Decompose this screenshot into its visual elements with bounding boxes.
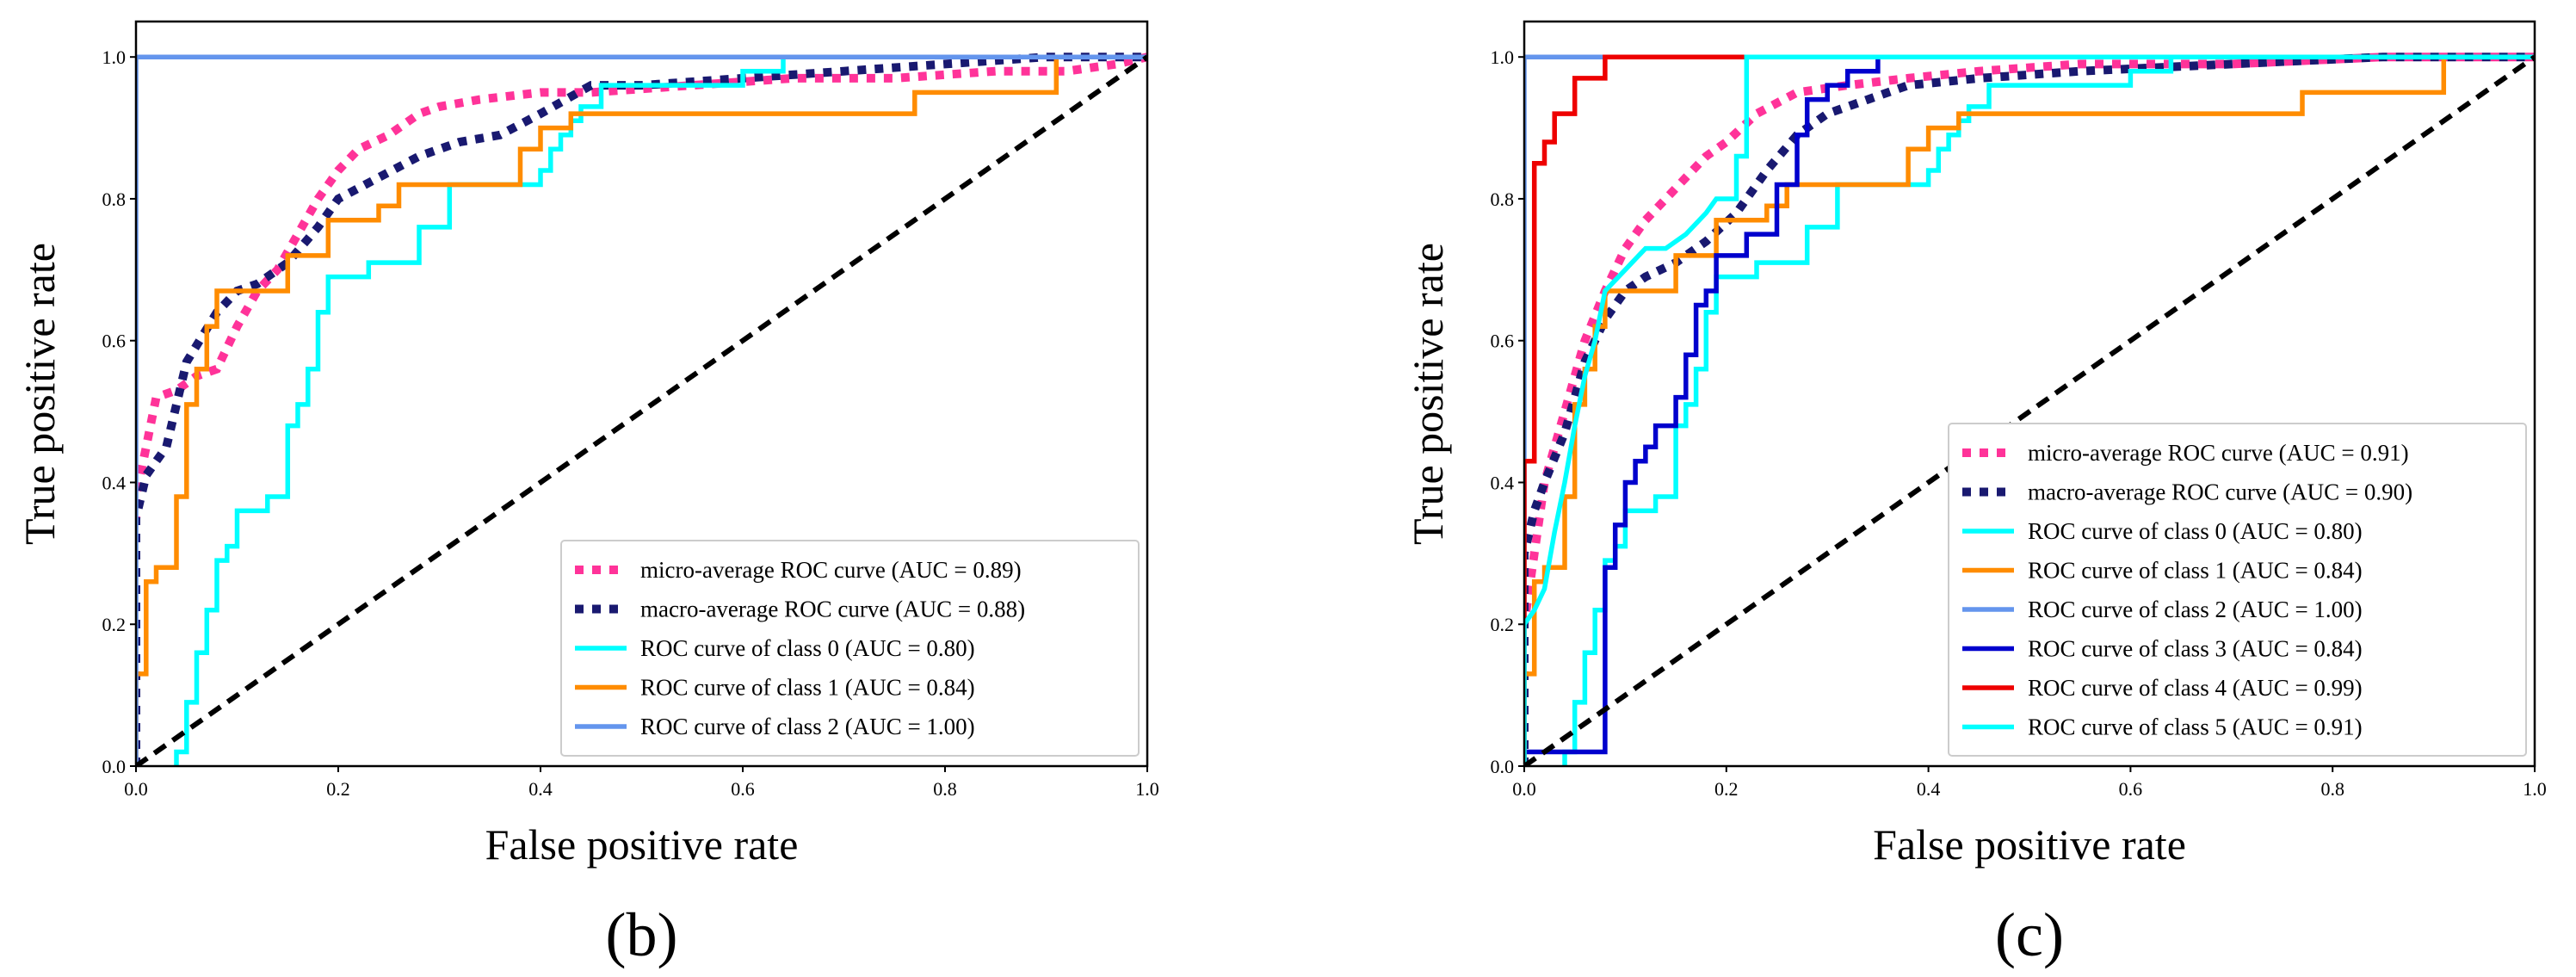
y-tick-label: 0.4 [1491, 472, 1515, 493]
roc-panel-c: 0.0 0.2 0.4 0.6 0.8 1.0 0.0 0.2 0.4 0.6 0.8 1.0 Fals… [1404, 20, 2547, 969]
x-tick-label: 0.4 [1917, 778, 1941, 800]
plot-area [136, 53, 1147, 766]
y-axis-label: True positive rate [15, 243, 64, 545]
axes-frame [1523, 20, 2536, 768]
y-tick-label: 0.6 [1491, 331, 1515, 352]
roc-panel-b: 0.0 0.2 0.4 0.6 0.8 1.0 0.0 0.2 0.4 0.6 0.8 1.0 Fals… [15, 20, 1159, 969]
y-tick-label: 0.4 [102, 472, 127, 493]
y-tick-label: 0.2 [102, 614, 127, 635]
legend-entry-label: ROC curve of class 1 (AUC = 0.84) [640, 675, 975, 701]
roc-series-line [1524, 53, 2535, 766]
roc-series-line [136, 54, 1147, 766]
axes-frame [134, 20, 1149, 768]
chance-diagonal-line [1524, 54, 2535, 766]
legend: micro-average ROC curve (AUC = 0.91) macr… [1948, 423, 2527, 757]
x-axis-label: False positive rate [1873, 820, 2186, 869]
legend: micro-average ROC curve (AUC = 0.89) macr… [560, 540, 1140, 757]
y-tick-label: 0.8 [1491, 189, 1515, 210]
legend-entry-label: micro-average ROC curve (AUC = 0.91) [2028, 440, 2409, 466]
chance-diagonal-line [136, 54, 1147, 766]
legend-entry-label: ROC curve of class 4 (AUC = 0.99) [2028, 675, 2363, 701]
legend-entry-label: ROC curve of class 2 (AUC = 1.00) [640, 714, 975, 739]
roc-series-line [136, 54, 1147, 766]
legend-entry-label: macro-average ROC curve (AUC = 0.88) [640, 597, 1025, 622]
y-tick-label: 0.0 [102, 756, 127, 777]
legend-entry-label: ROC curve of class 2 (AUC = 1.00) [2028, 597, 2363, 622]
x-tick-label: 0.4 [528, 778, 553, 800]
x-tick-label: 1.0 [1135, 778, 1159, 800]
y-axis-label: True positive rate [1404, 243, 1452, 545]
y-tick-label: 1.0 [1491, 46, 1515, 68]
x-tick-label: 1.0 [2523, 778, 2547, 800]
legend-box [1948, 423, 2527, 757]
x-tick-label: 0.2 [326, 778, 350, 800]
panel-label: (b) [606, 900, 678, 969]
y-tick-label: 1.0 [102, 46, 127, 68]
legend-entry-label: ROC curve of class 3 (AUC = 0.84) [2028, 636, 2363, 662]
x-tick-label: 0.6 [731, 778, 755, 800]
legend-entry-label: ROC curve of class 5 (AUC = 0.91) [2028, 714, 2363, 740]
roc-series-line [1524, 54, 2535, 766]
y-tick-label: 0.0 [1491, 756, 1515, 777]
x-tick-label: 0.6 [2119, 778, 2143, 800]
roc-series-line [136, 53, 1147, 766]
roc-series-line [136, 53, 1147, 766]
roc-series-line [1524, 53, 2535, 766]
legend-box [560, 540, 1140, 757]
legend-entry-label: micro-average ROC curve (AUC = 0.89) [640, 557, 1022, 583]
roc-series-line [1524, 54, 2535, 766]
x-tick-label: 0.2 [1714, 778, 1739, 800]
legend-entry-label: ROC curve of class 1 (AUC = 0.84) [2028, 558, 2363, 584]
x-axis-label: False positive rate [485, 820, 799, 869]
roc-series-line [1524, 54, 2535, 766]
panel-label: (c) [1995, 900, 2064, 969]
plot-area [1524, 53, 2535, 766]
x-tick-label: 0.0 [1512, 778, 1536, 800]
y-tick-label: 0.2 [1491, 614, 1515, 635]
x-tick-label: 0.8 [933, 778, 957, 800]
legend-entry-label: ROC curve of class 0 (AUC = 0.80) [640, 635, 975, 661]
x-tick-label: 0.8 [2320, 778, 2344, 800]
legend-entry-label: macro-average ROC curve (AUC = 0.90) [2028, 479, 2412, 505]
legend-entry-label: ROC curve of class 0 (AUC = 0.80) [2028, 518, 2363, 544]
roc-series-line [1524, 54, 2535, 766]
x-tick-label: 0.0 [124, 778, 148, 800]
y-tick-label: 0.6 [102, 331, 127, 352]
roc-series-line [174, 54, 1147, 766]
y-tick-label: 0.8 [102, 189, 127, 210]
